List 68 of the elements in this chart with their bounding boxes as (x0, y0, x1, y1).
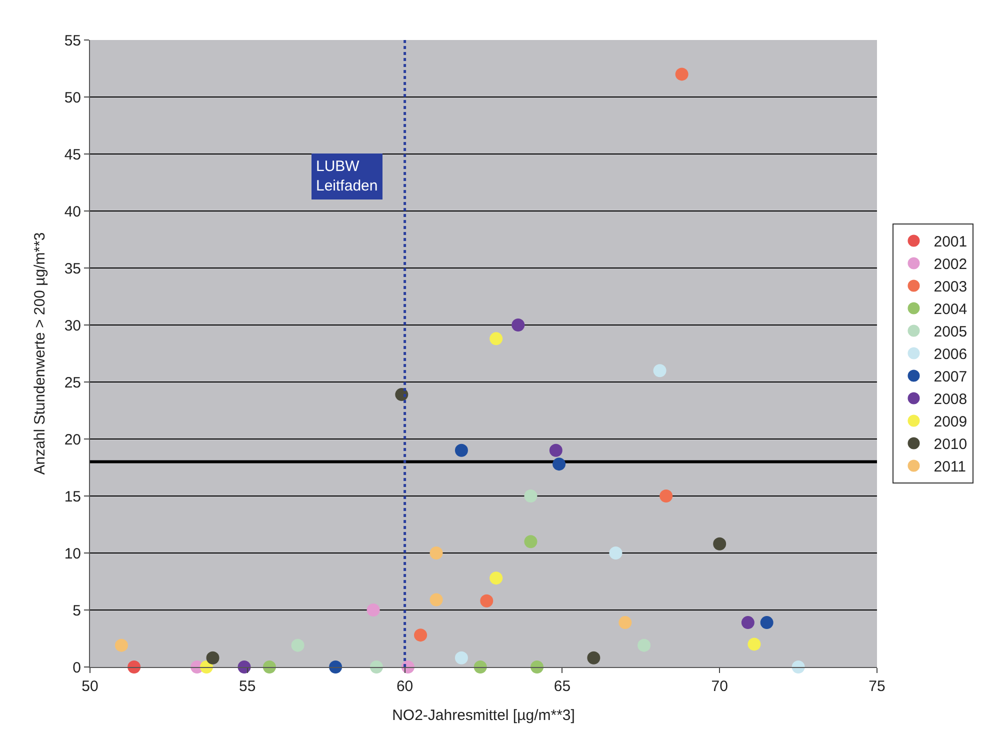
point (430, 593, 443, 606)
y-tick-label: 40 (64, 203, 81, 220)
legend-label: 2008 (934, 391, 968, 408)
point (128, 660, 141, 674)
point (587, 651, 600, 664)
y-tick-label: 20 (64, 431, 81, 448)
point (454, 444, 468, 457)
point (524, 535, 538, 548)
point (370, 660, 383, 674)
point (291, 638, 304, 652)
point (609, 546, 622, 560)
point (660, 490, 673, 502)
point (760, 616, 774, 630)
legend-label: 2004 (934, 301, 968, 318)
y-tick-label: 5 (72, 602, 81, 620)
x-axis-title: NO2-Jahresmittel [µg/m**3] (392, 707, 575, 724)
y-tick-label: 0 (72, 659, 81, 676)
y-tick-label: 30 (64, 317, 81, 334)
point (262, 660, 276, 674)
point (480, 594, 494, 608)
point (618, 616, 632, 630)
point (741, 616, 754, 630)
point (395, 388, 408, 402)
y-tick-label: 50 (64, 89, 81, 106)
legend-label: 2001 (934, 234, 968, 251)
point (638, 638, 651, 652)
y-tick-label: 35 (64, 260, 81, 278)
point (530, 660, 544, 674)
point (206, 651, 220, 664)
x-tick-label: 70 (711, 678, 728, 695)
y-axis-title: Anzahl Stundenwerte > 200 µg/m**3 (32, 232, 49, 475)
point (792, 660, 805, 674)
y-tick-label: 15 (64, 488, 81, 506)
legend-label: 2002 (934, 256, 968, 274)
legend-label: 2003 (934, 278, 968, 296)
x-tick-label: 65 (554, 678, 571, 695)
y-tick-label: 10 (64, 545, 81, 562)
point (549, 444, 562, 457)
point (524, 490, 538, 502)
y-tick-label: 25 (64, 374, 81, 392)
point (653, 364, 666, 378)
legend-label: 2007 (934, 368, 968, 386)
point (474, 660, 487, 674)
legend-label: 2011 (934, 458, 966, 476)
ref-line-label: LUBW Leitfaden (316, 158, 378, 194)
point (114, 638, 128, 652)
point (713, 537, 726, 550)
x-tick-label: 60 (396, 678, 414, 695)
legend-label: 2005 (934, 324, 968, 341)
legend-label: 2009 (934, 414, 968, 431)
point (512, 318, 525, 332)
point (454, 651, 468, 664)
y-tick-label: 45 (64, 146, 81, 164)
point (430, 546, 443, 560)
point (329, 660, 342, 674)
point (552, 458, 566, 471)
y-tick-label: 55 (64, 32, 81, 50)
point (238, 660, 251, 674)
point (414, 628, 428, 642)
point (490, 572, 503, 585)
legend-label: 2006 (934, 346, 968, 364)
x-tick-label: 55 (239, 678, 256, 695)
legend-label: 2010 (934, 436, 968, 454)
point (675, 68, 688, 81)
point (490, 332, 503, 346)
point (748, 638, 761, 651)
x-tick-label: 75 (868, 678, 886, 695)
point (366, 604, 380, 616)
